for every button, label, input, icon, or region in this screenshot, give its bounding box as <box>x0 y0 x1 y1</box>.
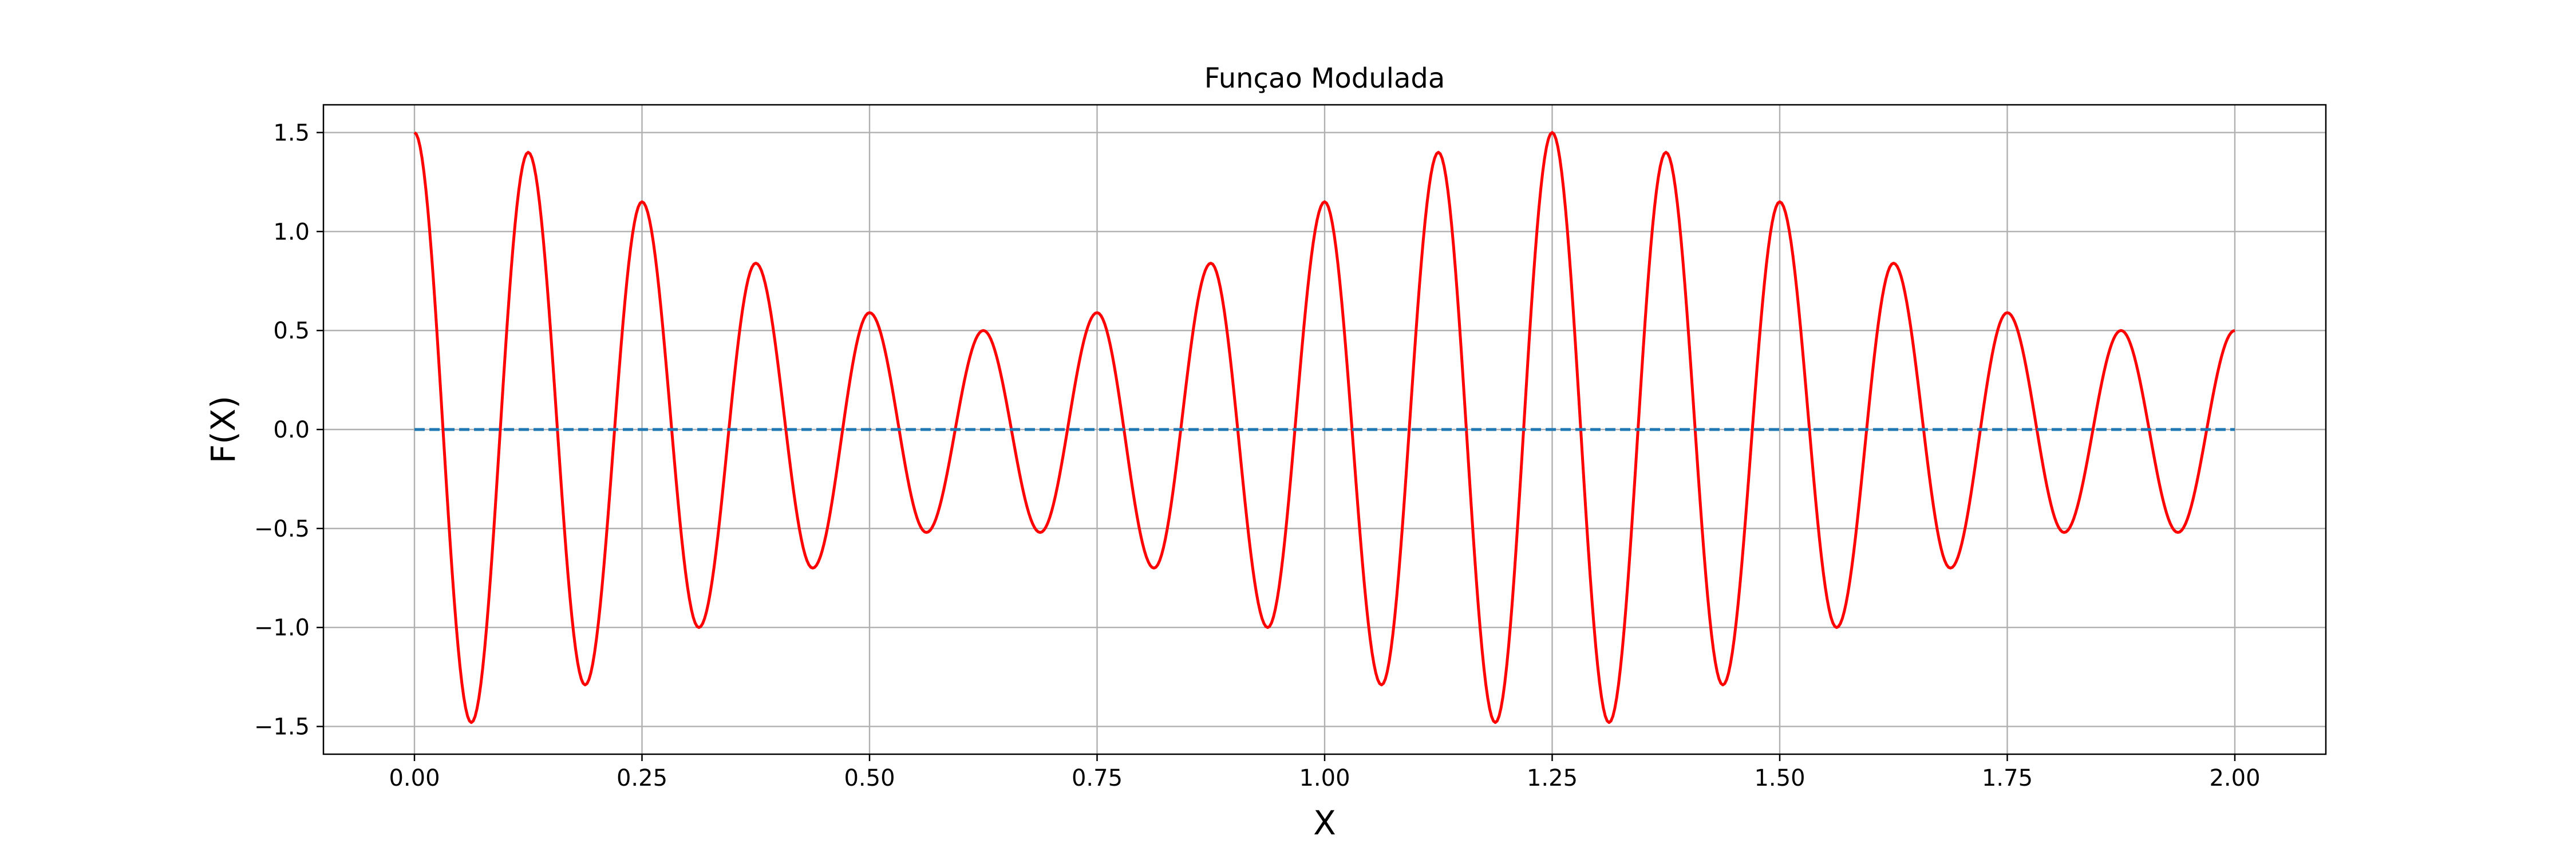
y-tick-label: 1.0 <box>273 219 310 245</box>
y-tick-label: 1.5 <box>273 120 310 146</box>
x-axis-label: X <box>1313 803 1336 842</box>
x-tick-label: 0.50 <box>844 765 895 791</box>
y-tick-label: 0.0 <box>273 417 310 443</box>
y-tick-label: −1.0 <box>254 615 310 641</box>
y-tick-label: −1.5 <box>254 714 310 740</box>
y-tick-label: −0.5 <box>254 516 310 542</box>
y-axis-label: F(X) <box>204 396 243 463</box>
y-tick-label: 0.5 <box>273 318 310 344</box>
x-tick-label: 1.00 <box>1299 765 1350 791</box>
x-tick-label: 2.00 <box>2209 765 2260 791</box>
x-tick-label: 0.25 <box>617 765 667 791</box>
x-tick-label: 1.25 <box>1527 765 1578 791</box>
x-tick-label: 1.50 <box>1754 765 1805 791</box>
chart-title: Funçao Modulada <box>1204 62 1445 94</box>
series-layer <box>413 131 2235 724</box>
x-tick-label: 0.00 <box>389 765 440 791</box>
ticks: 0.00 0.25 0.50 0.75 1.00 1.25 1.50 1.75 2.00 1.5 1… <box>254 120 2261 791</box>
series-line-0 <box>413 131 2235 724</box>
x-tick-label: 1.75 <box>1982 765 2033 791</box>
x-tick-label: 0.75 <box>1072 765 1123 791</box>
